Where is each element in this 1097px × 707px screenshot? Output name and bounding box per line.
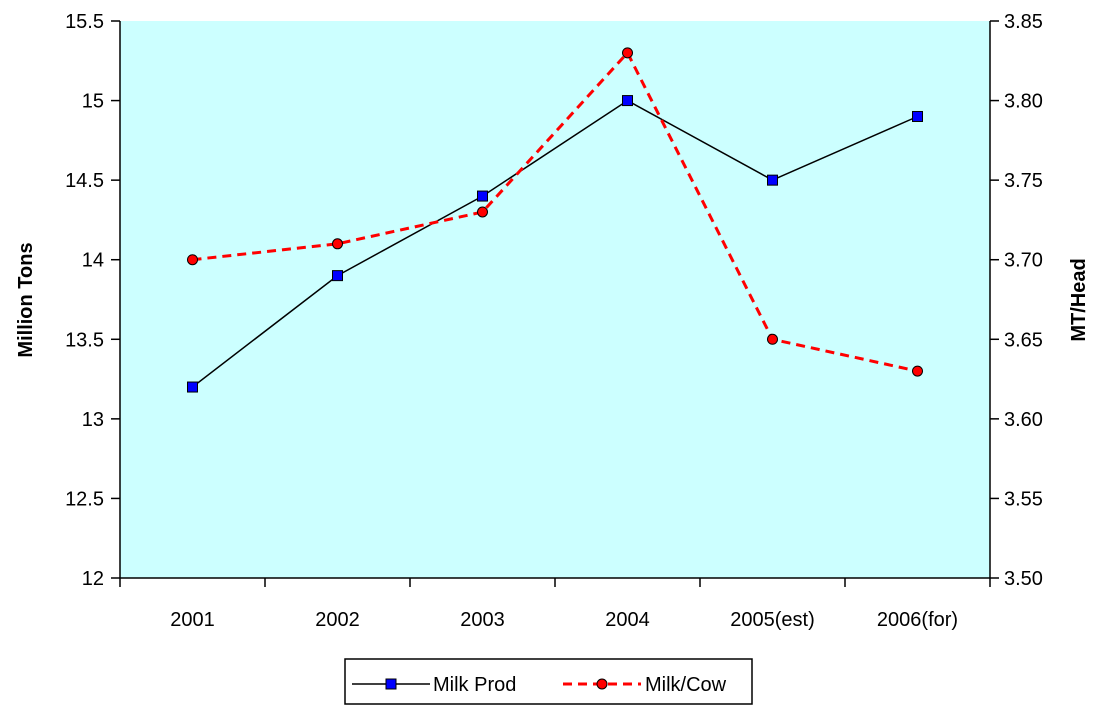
y-tick-label: 14.5 [65, 170, 104, 192]
y-tick-label: 14 [82, 250, 104, 272]
data-point-milk-cow [912, 365, 923, 377]
data-point-milk-cow [332, 238, 343, 250]
y2-tick-label: 3.50 [1004, 568, 1043, 590]
data-point-milk-prod [622, 95, 633, 107]
data-point-milk-cow [767, 333, 778, 345]
y-tick-label: 15.5 [65, 11, 104, 33]
legend-box [344, 658, 753, 705]
axes: 12 12.5 13 13.5 14 14.5 15 15.5 3.50 3.55 3.60 3.65… [65, 11, 1043, 631]
x-tick-label: 2004 [605, 609, 650, 631]
data-point-milk-prod [477, 190, 488, 202]
legend-swatch-milk-prod-marker [385, 678, 397, 690]
y2-tick-label: 3.80 [1004, 91, 1043, 113]
x-tick-label: 2002 [315, 609, 360, 631]
series-layer [187, 47, 923, 393]
data-point-milk-prod [187, 381, 198, 393]
legend-label-milk-cow: Milk/Cow [645, 674, 727, 696]
y2-axis-title: MT/Head [1068, 258, 1090, 341]
y2-tick-label: 3.55 [1004, 488, 1043, 510]
x-tick-label: 2006(for) [877, 609, 958, 631]
y2-tick-label: 3.70 [1004, 250, 1043, 272]
legend: Milk Prod Milk/Cow [344, 658, 753, 705]
y-tick-label: 12 [82, 568, 104, 590]
x-tick-label: 2001 [170, 609, 215, 631]
y-tick-label: 12.5 [65, 488, 104, 510]
legend-label-milk-prod: Milk Prod [433, 674, 516, 696]
series-line-milk-prod [192, 99, 918, 388]
y-tick-label: 13.5 [65, 329, 104, 351]
data-point-milk-cow [187, 254, 198, 266]
data-point-milk-cow [622, 47, 633, 59]
x-tick-label: 2003 [460, 609, 505, 631]
y-axis-title: Million Tons [15, 242, 37, 357]
series-line-milk-cow [192, 50, 918, 373]
y2-tick-label: 3.60 [1004, 409, 1043, 431]
data-point-milk-prod [332, 270, 343, 282]
data-point-milk-prod [912, 110, 923, 122]
legend-swatch-milk-cow-marker [596, 678, 608, 690]
y-tick-label: 15 [82, 91, 104, 113]
data-point-milk-cow [477, 206, 488, 218]
data-point-milk-prod [767, 174, 778, 186]
y2-tick-label: 3.75 [1004, 170, 1043, 192]
x-tick-label: 2005(est) [730, 609, 815, 631]
y2-tick-label: 3.65 [1004, 329, 1043, 351]
plot-area [120, 21, 990, 578]
y2-tick-label: 3.85 [1004, 11, 1043, 33]
y-tick-label: 13 [82, 409, 104, 431]
